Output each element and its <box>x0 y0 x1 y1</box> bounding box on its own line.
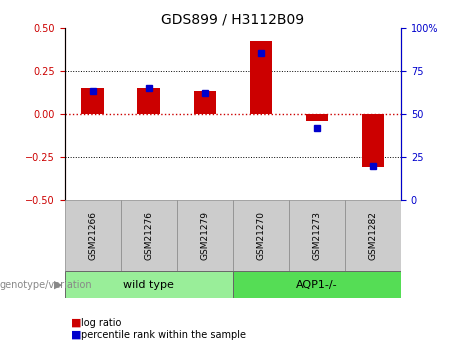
Text: ■: ■ <box>71 318 82 327</box>
Text: GSM21279: GSM21279 <box>200 211 209 260</box>
Bar <box>121 200 177 271</box>
Text: GSM21270: GSM21270 <box>256 211 266 260</box>
Bar <box>65 271 233 298</box>
Bar <box>137 88 160 114</box>
Bar <box>345 200 401 271</box>
Bar <box>289 200 345 271</box>
Text: genotype/variation: genotype/variation <box>0 280 93 289</box>
Bar <box>177 200 233 271</box>
Text: ■: ■ <box>71 330 82 339</box>
Title: GDS899 / H3112B09: GDS899 / H3112B09 <box>161 12 304 27</box>
Text: GSM21276: GSM21276 <box>144 211 153 260</box>
Text: GSM21266: GSM21266 <box>88 211 97 260</box>
Bar <box>194 91 216 114</box>
Text: AQP1-/-: AQP1-/- <box>296 280 338 289</box>
Bar <box>362 114 384 167</box>
Bar <box>65 200 121 271</box>
Bar <box>233 200 289 271</box>
Text: ▶: ▶ <box>54 280 62 289</box>
Bar <box>306 114 328 121</box>
Text: GSM21273: GSM21273 <box>313 211 321 260</box>
Bar <box>250 41 272 114</box>
Text: GSM21282: GSM21282 <box>368 211 378 260</box>
Bar <box>233 271 401 298</box>
Text: wild type: wild type <box>123 280 174 289</box>
Bar <box>82 88 104 114</box>
Text: percentile rank within the sample: percentile rank within the sample <box>81 330 246 339</box>
Text: log ratio: log ratio <box>81 318 121 327</box>
